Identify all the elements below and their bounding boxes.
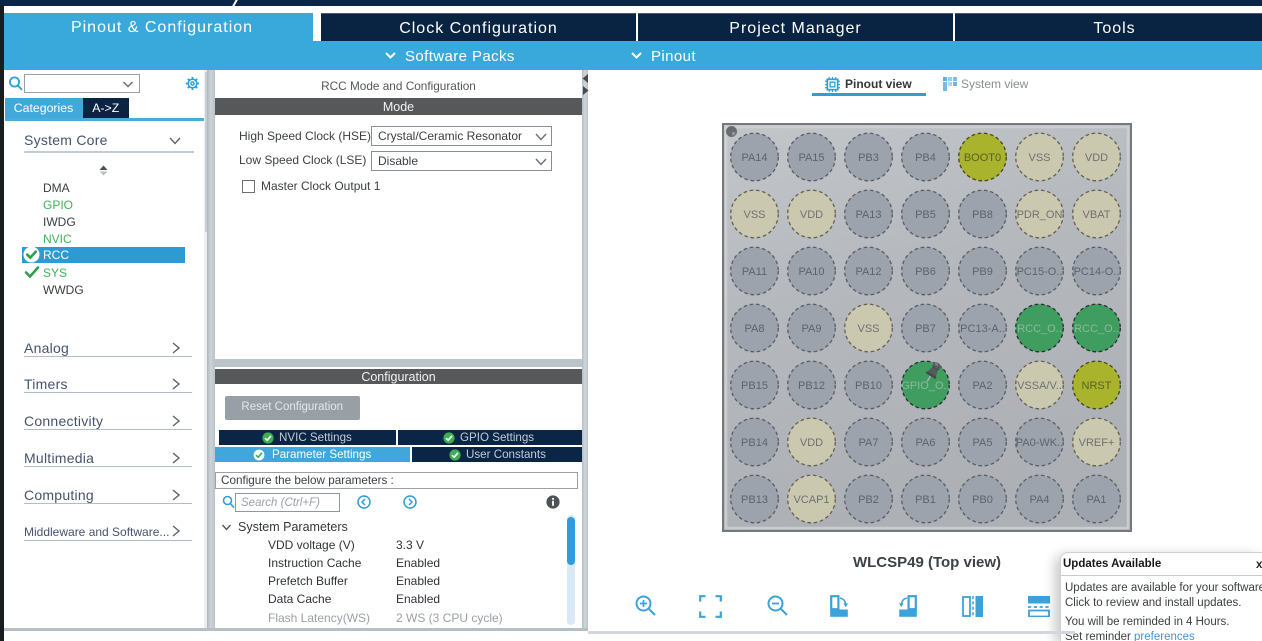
svg-text:PA1: PA1: [1087, 494, 1107, 506]
svg-text:RCC_O..: RCC_O..: [1074, 323, 1119, 335]
svg-text:VDD: VDD: [1085, 152, 1108, 164]
svg-text:PA14: PA14: [741, 152, 767, 164]
svg-text:PB15: PB15: [741, 380, 768, 392]
svg-text:PB13: PB13: [741, 494, 768, 506]
svg-text:PB7: PB7: [915, 323, 936, 335]
svg-text:VREF+: VREF+: [1079, 437, 1115, 449]
svg-text:PB5: PB5: [915, 209, 936, 221]
svg-text:PA9: PA9: [802, 323, 822, 335]
svg-text:VSSA/V..: VSSA/V..: [1017, 380, 1062, 392]
svg-text:PA10: PA10: [798, 266, 824, 278]
svg-text:PA2: PA2: [973, 380, 993, 392]
svg-text:VDD: VDD: [800, 437, 823, 449]
svg-text:PA11: PA11: [742, 266, 767, 278]
svg-text:PA15: PA15: [798, 152, 824, 164]
svg-text:VSS: VSS: [857, 323, 879, 335]
svg-text:PB6: PB6: [915, 266, 936, 278]
svg-text:PB3: PB3: [858, 152, 879, 164]
svg-text:PC15-O..: PC15-O..: [1017, 266, 1063, 278]
svg-text:PA4: PA4: [1030, 494, 1050, 506]
svg-text:VSS: VSS: [1028, 152, 1050, 164]
svg-text:PB1: PB1: [915, 494, 936, 506]
svg-text:PDR_ON: PDR_ON: [1017, 209, 1063, 221]
svg-text:PB12: PB12: [798, 380, 825, 392]
svg-text:PA13: PA13: [855, 209, 881, 221]
svg-text:PB4: PB4: [915, 152, 936, 164]
svg-text:BOOT0: BOOT0: [964, 152, 1001, 164]
svg-text:PB2: PB2: [858, 494, 879, 506]
svg-text:VSS: VSS: [743, 209, 765, 221]
svg-text:PA12: PA12: [855, 266, 881, 278]
svg-text:PA8: PA8: [745, 323, 765, 335]
svg-text:RCC_O..: RCC_O..: [1017, 323, 1062, 335]
svg-text:PA0-WK..: PA0-WK..: [1016, 437, 1063, 449]
svg-text:PB8: PB8: [972, 209, 993, 221]
svg-text:PC13-A..: PC13-A..: [960, 323, 1005, 335]
svg-text:PB14: PB14: [741, 437, 768, 449]
svg-text:NRST: NRST: [1082, 380, 1112, 392]
svg-text:PA5: PA5: [973, 437, 993, 449]
svg-text:VBAT: VBAT: [1083, 209, 1111, 221]
svg-text:PA6: PA6: [916, 437, 936, 449]
svg-text:PA7: PA7: [859, 437, 879, 449]
svg-text:PB9: PB9: [972, 266, 993, 278]
svg-text:PB0: PB0: [972, 494, 993, 506]
svg-text:PC14-O..: PC14-O..: [1074, 266, 1120, 278]
svg-text:PB10: PB10: [855, 380, 882, 392]
svg-text:VCAP1: VCAP1: [793, 494, 829, 506]
svg-text:GPIO_O..: GPIO_O..: [901, 380, 949, 392]
svg-text:VDD: VDD: [800, 209, 823, 221]
